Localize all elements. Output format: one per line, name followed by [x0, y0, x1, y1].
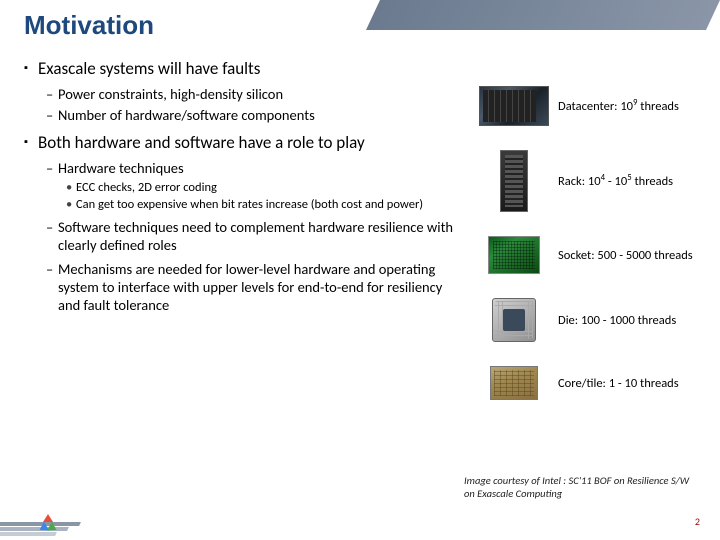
core-icon	[478, 366, 550, 400]
bullet-l2: Number of hardware/software components	[24, 106, 464, 124]
die-icon	[478, 298, 550, 342]
scale-row-core: Core/tile: 1 - 10 threads	[478, 366, 708, 400]
scale-label: Die: 100 - 1000 threads	[558, 313, 708, 328]
scale-label: Rack: 104 - 105 threads	[558, 173, 708, 189]
rack-icon	[478, 150, 550, 212]
footer-decoration	[0, 510, 120, 540]
socket-icon	[478, 236, 550, 274]
bullet-l3: Can get too expensive when bit rates inc…	[24, 197, 464, 212]
scale-row-die: Die: 100 - 1000 threads	[478, 298, 708, 342]
scale-label: Datacenter: 109 threads	[558, 98, 708, 114]
logo-icon	[38, 514, 58, 534]
bullet-l3: ECC checks, 2D error coding	[24, 180, 464, 195]
bullet-l1: Both hardware and software have a role t…	[24, 132, 464, 153]
bullet-l1: Exascale systems will have faults	[24, 58, 464, 79]
page-number: 2	[695, 515, 700, 528]
image-credit: Image courtesy of Intel : SC'11 BOF on R…	[464, 474, 694, 500]
scale-row-datacenter: Datacenter: 109 threads	[478, 86, 708, 126]
bullet-l2: Hardware techniques	[24, 159, 464, 177]
header-stripe	[366, 0, 720, 30]
datacenter-icon	[478, 86, 550, 126]
bullet-l2: Mechanisms are needed for lower-level ha…	[24, 260, 464, 314]
scale-row-socket: Socket: 500 - 5000 threads	[478, 236, 708, 274]
scale-label: Socket: 500 - 5000 threads	[558, 248, 708, 263]
scale-row-rack: Rack: 104 - 105 threads	[478, 150, 708, 212]
scale-column: Datacenter: 109 threads Rack: 104 - 105 …	[478, 86, 708, 400]
content-area: Exascale systems will have faults Power …	[24, 58, 464, 317]
bullet-l2: Software techniques need to complement h…	[24, 218, 464, 254]
slide-title: Motivation	[24, 10, 154, 41]
bullet-l2: Power constraints, high-density silicon	[24, 85, 464, 103]
scale-label: Core/tile: 1 - 10 threads	[558, 376, 708, 391]
